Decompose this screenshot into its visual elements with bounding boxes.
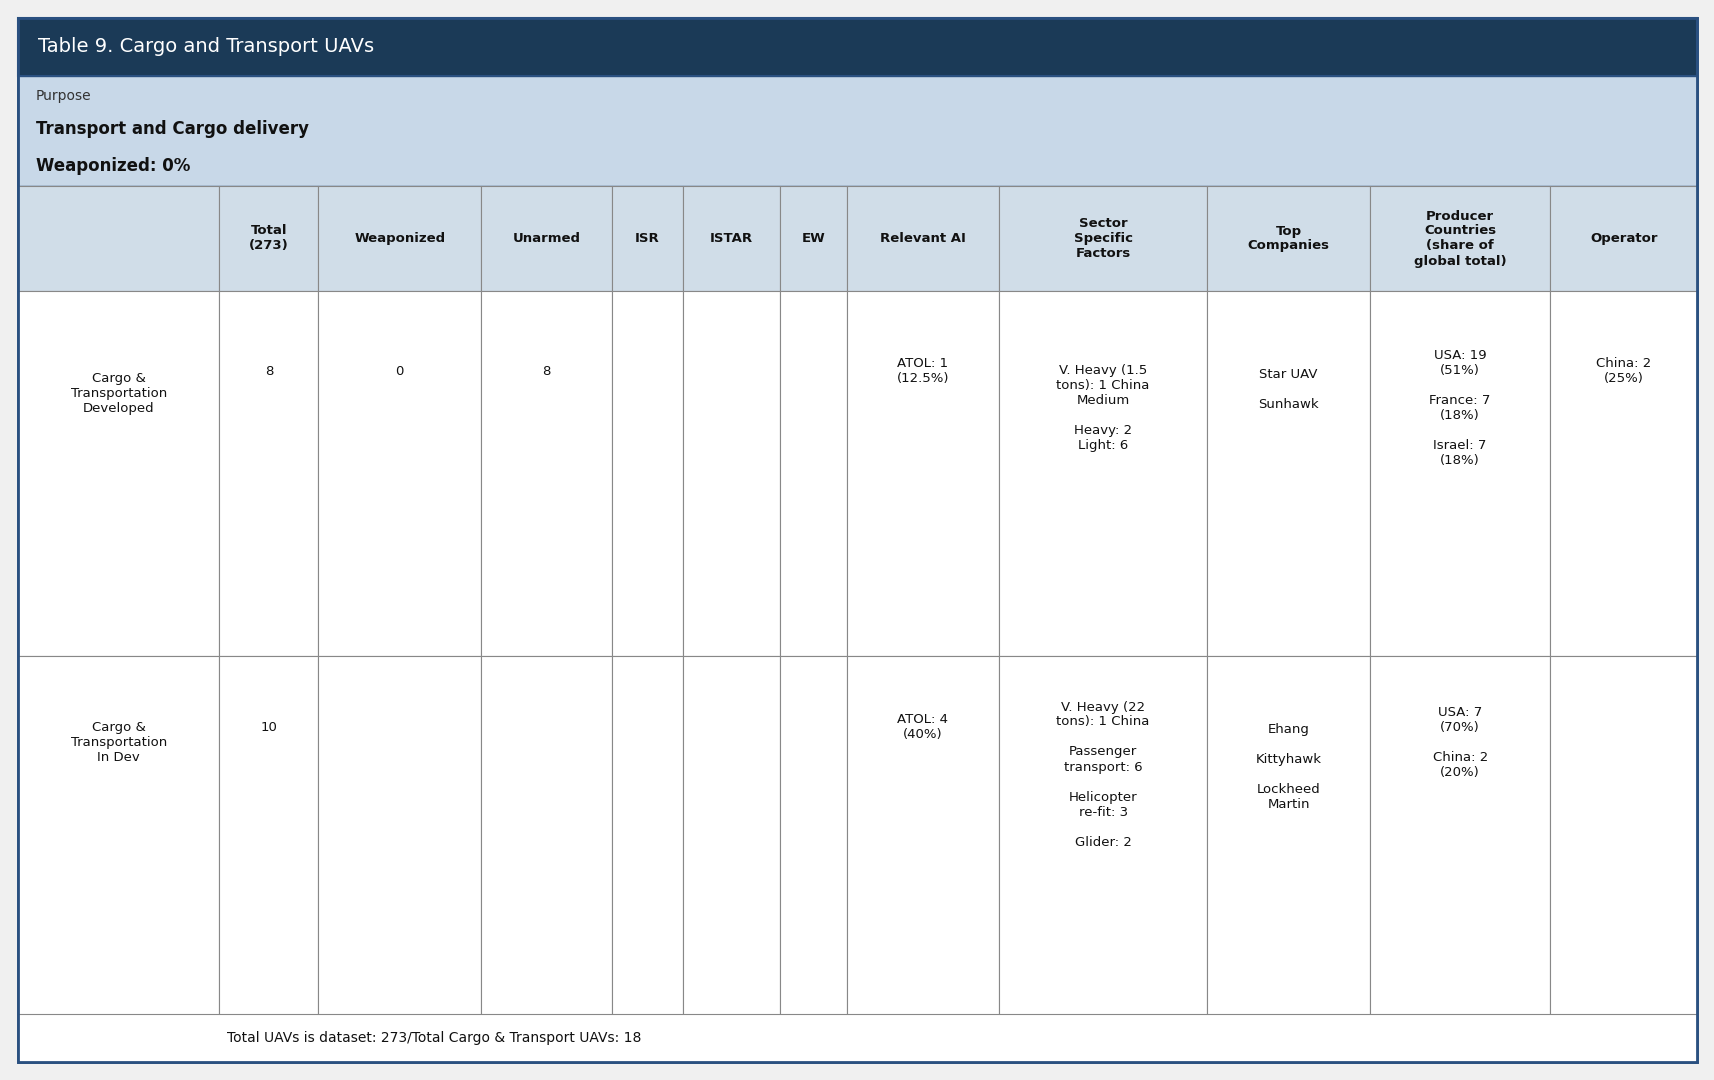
- Bar: [1207, 186, 1369, 291]
- Text: ISTAR: ISTAR: [710, 232, 752, 245]
- Bar: [17, 76, 1697, 186]
- Bar: [682, 291, 780, 656]
- Bar: [847, 656, 998, 1051]
- Text: Total
(273): Total (273): [249, 225, 288, 253]
- Bar: [319, 656, 480, 1051]
- Bar: [219, 291, 319, 656]
- Text: Total UAVs is dataset: 273/Total Cargo & Transport UAVs: 18: Total UAVs is dataset: 273/Total Cargo &…: [228, 1031, 641, 1045]
- Bar: [1369, 656, 1549, 1051]
- Bar: [612, 656, 682, 1051]
- Bar: [219, 186, 319, 291]
- Bar: [780, 656, 847, 1051]
- Text: Relevant AI: Relevant AI: [879, 232, 965, 245]
- Bar: [998, 656, 1207, 1051]
- Text: Sector
Specific
Factors: Sector Specific Factors: [1073, 217, 1131, 260]
- Bar: [480, 656, 612, 1051]
- Text: 8: 8: [264, 365, 273, 378]
- Bar: [780, 291, 847, 656]
- Text: Weaponized: Weaponized: [355, 232, 446, 245]
- Text: Producer
Countries
(share of
global total): Producer Countries (share of global tota…: [1412, 210, 1505, 268]
- Bar: [1207, 291, 1369, 656]
- Bar: [612, 291, 682, 656]
- Text: Purpose: Purpose: [36, 89, 91, 103]
- Text: ISR: ISR: [634, 232, 660, 245]
- Text: Cargo &
Transportation
In Dev: Cargo & Transportation In Dev: [70, 721, 166, 765]
- Text: USA: 19
(51%)

France: 7
(18%)

Israel: 7
(18%): USA: 19 (51%) France: 7 (18%) Israel: 7 …: [1429, 349, 1489, 467]
- Bar: [17, 18, 1697, 76]
- Bar: [1207, 656, 1369, 1051]
- Text: Star UAV

Sunhawk: Star UAV Sunhawk: [1258, 368, 1318, 411]
- Bar: [17, 291, 219, 656]
- Text: V. Heavy (22
tons): 1 China

Passenger
transport: 6

Helicopter
re-fit: 3

Glide: V. Heavy (22 tons): 1 China Passenger tr…: [1056, 701, 1148, 849]
- Bar: [1549, 291, 1697, 656]
- Bar: [17, 656, 219, 1051]
- Bar: [612, 186, 682, 291]
- Text: 8: 8: [542, 365, 550, 378]
- Bar: [480, 291, 612, 656]
- Bar: [847, 186, 998, 291]
- Text: China: 2
(25%): China: 2 (25%): [1596, 357, 1651, 386]
- Bar: [480, 186, 612, 291]
- Text: USA: 7
(70%)

China: 2
(20%): USA: 7 (70%) China: 2 (20%): [1431, 706, 1488, 780]
- Text: 10: 10: [261, 720, 278, 733]
- Bar: [1369, 186, 1549, 291]
- Text: Cargo &
Transportation
Developed: Cargo & Transportation Developed: [70, 372, 166, 415]
- Bar: [780, 186, 847, 291]
- Bar: [1549, 656, 1697, 1051]
- Text: V. Heavy (1.5
tons): 1 China
Medium

Heavy: 2
Light: 6: V. Heavy (1.5 tons): 1 China Medium Heav…: [1056, 364, 1148, 451]
- Bar: [847, 291, 998, 656]
- Bar: [998, 186, 1207, 291]
- Text: ATOL: 1
(12.5%): ATOL: 1 (12.5%): [896, 357, 948, 386]
- Bar: [1369, 291, 1549, 656]
- Bar: [682, 656, 780, 1051]
- Text: Transport and Cargo delivery: Transport and Cargo delivery: [36, 120, 309, 138]
- Text: ATOL: 4
(40%): ATOL: 4 (40%): [896, 713, 948, 741]
- Bar: [998, 291, 1207, 656]
- Bar: [219, 656, 319, 1051]
- Bar: [1549, 186, 1697, 291]
- Text: Top
Companies: Top Companies: [1248, 225, 1328, 253]
- Text: 0: 0: [396, 365, 405, 378]
- Text: Ehang

Kittyhawk

Lockheed
Martin: Ehang Kittyhawk Lockheed Martin: [1255, 723, 1321, 811]
- Bar: [17, 1014, 1697, 1062]
- Bar: [17, 186, 219, 291]
- Text: EW: EW: [800, 232, 824, 245]
- Bar: [319, 291, 480, 656]
- Bar: [682, 186, 780, 291]
- Text: Weaponized: 0%: Weaponized: 0%: [36, 158, 190, 175]
- Bar: [319, 186, 480, 291]
- Text: Table 9. Cargo and Transport UAVs: Table 9. Cargo and Transport UAVs: [38, 38, 374, 56]
- Text: Operator: Operator: [1589, 232, 1656, 245]
- Text: Unarmed: Unarmed: [512, 232, 579, 245]
